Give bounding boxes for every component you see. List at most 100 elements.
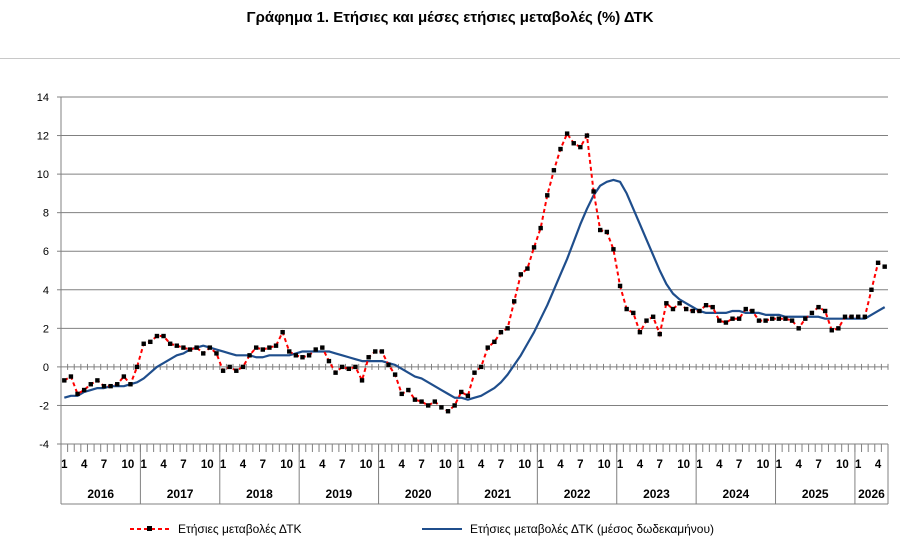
y-tick-label: 0 xyxy=(43,362,49,374)
series-annual-point xyxy=(776,316,782,321)
series-annual-point xyxy=(717,318,722,323)
series-annual-point xyxy=(816,304,821,310)
axes xyxy=(60,97,889,445)
series-annual-point xyxy=(62,378,67,383)
x-tick-label: 1 xyxy=(458,459,465,471)
series-annual-point xyxy=(353,364,358,370)
series-annual-point xyxy=(743,306,748,312)
series-annual-point xyxy=(710,304,715,310)
x-tick-label: 7 xyxy=(101,459,107,471)
series-annual-point xyxy=(339,364,345,370)
series-annual-point xyxy=(439,405,444,410)
series-annual-point xyxy=(763,318,768,323)
series-annual-point xyxy=(273,343,279,348)
x-tick-label: 1 xyxy=(140,459,147,471)
series-annual-point xyxy=(452,403,457,408)
x-tick-label: 1 xyxy=(299,459,306,471)
series-annual-point xyxy=(591,189,596,194)
x-tick-label: 7 xyxy=(260,459,266,471)
x-year-label: 2017 xyxy=(167,487,194,501)
series-annual-point xyxy=(240,364,246,370)
series-annual-point xyxy=(68,374,74,379)
series-annual-point xyxy=(386,362,391,368)
x-year-label: 2018 xyxy=(246,487,273,501)
series-annual-point xyxy=(174,343,179,348)
series-annual-point xyxy=(333,370,338,375)
series-annual-point xyxy=(670,306,676,312)
series-annual-point xyxy=(624,306,629,312)
x-tick-label: 1 xyxy=(617,459,624,471)
series-annual-point xyxy=(95,378,100,383)
series-annual-point xyxy=(306,353,312,358)
series-annual-point xyxy=(697,308,702,314)
x-tick-label: 4 xyxy=(240,459,247,471)
x-tick-label: 4 xyxy=(81,459,88,471)
x-tick-label: 1 xyxy=(379,459,386,471)
x-tick-label: 4 xyxy=(478,459,485,471)
legend: Ετήσιες μεταβολές ΔΤΚ Ετήσιες μεταβολές … xyxy=(0,522,900,544)
series-annual-point xyxy=(657,331,662,337)
series-annual-point xyxy=(611,247,616,252)
y-tick-label: 12 xyxy=(37,131,49,143)
series-annual-point xyxy=(862,314,868,319)
x-tick-label: 10 xyxy=(757,459,770,471)
legend-item-annual: Ετήσιες μεταβολές ΔΤΚ xyxy=(128,522,302,536)
series-annual-point xyxy=(75,391,80,397)
series-annual-point xyxy=(459,389,464,395)
x-tick-label: 1 xyxy=(61,459,68,471)
series-annual-point xyxy=(432,399,438,404)
series-annual-point xyxy=(101,383,107,389)
legend-swatch-annual xyxy=(130,526,170,531)
x-year-label: 2021 xyxy=(484,487,511,501)
series-annual-point xyxy=(181,345,186,350)
series-annual-polyline xyxy=(63,131,886,413)
series-annual-point xyxy=(478,364,484,370)
series-average-line xyxy=(64,178,886,401)
series-annual-point xyxy=(770,316,775,321)
series-annual-point xyxy=(842,314,848,319)
series-annual-point xyxy=(664,301,669,306)
series-annual-point xyxy=(201,351,206,356)
series-annual-point xyxy=(465,393,471,399)
series-annual-point xyxy=(736,316,742,321)
series-annual-point xyxy=(115,382,120,387)
series-annual-point xyxy=(783,316,788,321)
series-annual-point xyxy=(531,245,537,250)
series-annual-point xyxy=(359,378,365,383)
series-annual-point xyxy=(631,310,636,316)
series-annual-point xyxy=(730,316,735,321)
chart-title: Γράφημα 1. Ετήσιες και μέσες ετήσιες μετ… xyxy=(246,9,654,26)
series-annual-point xyxy=(445,409,451,414)
x-tick-label: 7 xyxy=(736,459,742,471)
y-tick-label: 6 xyxy=(43,246,49,258)
series-annual-point xyxy=(161,333,166,339)
x-tick-label: 10 xyxy=(360,459,373,471)
x-tick-label: 10 xyxy=(439,459,452,471)
series-annual-point xyxy=(234,368,239,373)
series-annual-point xyxy=(869,287,874,292)
x-tick-label: 4 xyxy=(399,459,406,471)
x-tick-label: 4 xyxy=(795,459,802,471)
series-annual-point xyxy=(253,345,259,350)
series-annual-point xyxy=(545,193,550,198)
x-year-label: 2020 xyxy=(405,487,432,501)
series-annual-point xyxy=(690,308,696,314)
series-annual-point xyxy=(419,399,424,404)
series-annual-point xyxy=(267,345,272,350)
series-annual-point xyxy=(650,314,656,319)
series-annual-point xyxy=(412,397,418,402)
chart-frame-border xyxy=(0,58,900,59)
x-year-label: 2022 xyxy=(564,487,591,501)
series-annual-point xyxy=(756,318,762,323)
x-tick-label: 4 xyxy=(716,459,723,471)
x-tick-label: 4 xyxy=(637,459,644,471)
series-annual-point xyxy=(320,345,325,350)
series-annual-point xyxy=(287,349,292,354)
x-tick-label: 7 xyxy=(498,459,504,471)
series-annual-point xyxy=(108,383,113,389)
series-annual-point xyxy=(750,308,755,314)
series-annual-point xyxy=(564,131,570,136)
x-tick-label: 4 xyxy=(557,459,564,471)
x-axis-ticks: 1 4 7 10 1 4 7 10 1 4 7 10 1 4 7 10 1 4 7 10 1 4 7 10 1 4 7 10 1 4 7 10… xyxy=(60,444,889,505)
